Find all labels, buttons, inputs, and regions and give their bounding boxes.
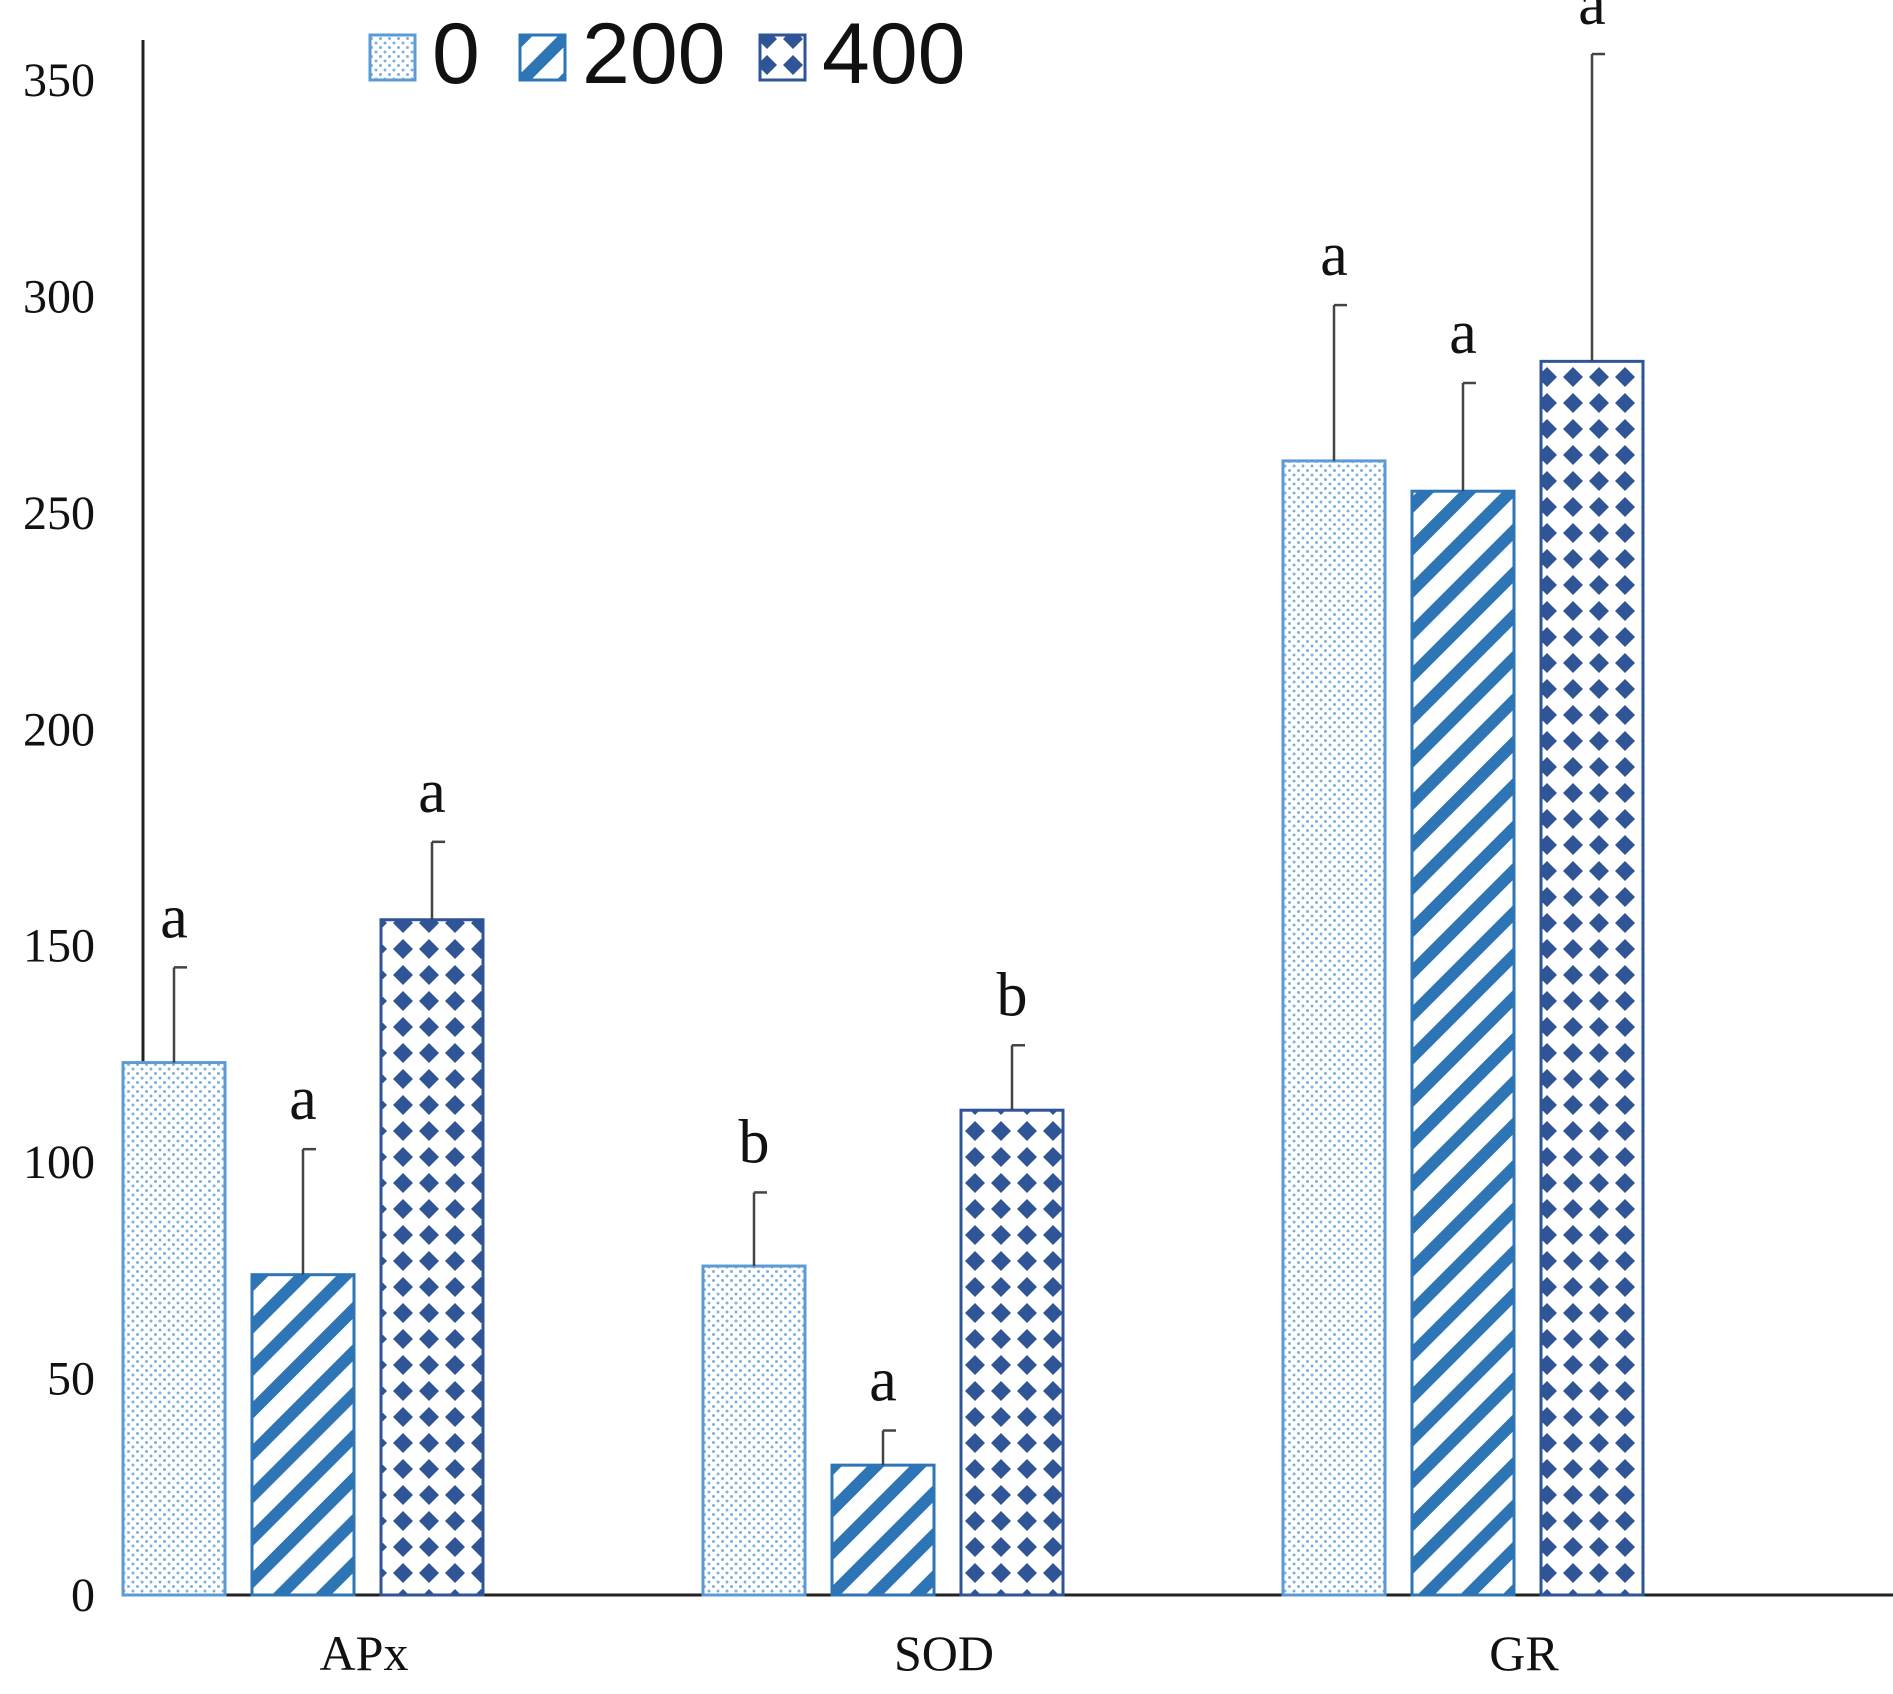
- bar: [379, 918, 485, 1597]
- bar: [121, 1061, 227, 1597]
- legend-swatch: [518, 33, 567, 82]
- significance-letter: a: [1449, 299, 1477, 367]
- bar: [1410, 489, 1516, 1597]
- y-tick-label: 100: [23, 1136, 95, 1189]
- significance-letter: b: [997, 961, 1028, 1029]
- significance-letter: a: [418, 758, 446, 826]
- legend: 0 200 400: [368, 6, 966, 102]
- x-tick-label: APx: [320, 1625, 409, 1681]
- y-tick-label: 350: [23, 54, 95, 107]
- y-tick-label: 0: [71, 1569, 95, 1622]
- significance-letter: a: [289, 1065, 317, 1133]
- y-tick-label: 50: [47, 1353, 95, 1406]
- legend-label: 200: [582, 6, 726, 102]
- bars: a b a a a a a b a: [121, 0, 1645, 1597]
- y-tick-label: 300: [23, 270, 95, 323]
- significance-letter: a: [1320, 221, 1348, 289]
- bar: [959, 1108, 1065, 1597]
- bar: [1539, 359, 1645, 1597]
- significance-letter: a: [1578, 0, 1606, 38]
- legend-label: 400: [822, 6, 966, 102]
- significance-letter: a: [160, 883, 188, 951]
- y-tick-label: 250: [23, 487, 95, 540]
- x-tick-label: SOD: [894, 1625, 994, 1681]
- bar: [1281, 459, 1387, 1597]
- significance-letter: b: [739, 1108, 770, 1176]
- y-tick-label: 150: [23, 920, 95, 973]
- legend-swatch: [368, 33, 417, 82]
- y-tick-label: 200: [23, 703, 95, 756]
- x-tick-label: GR: [1489, 1625, 1559, 1681]
- bar: [250, 1273, 356, 1597]
- legend-label: 0: [432, 6, 480, 102]
- significance-letter: a: [869, 1347, 897, 1415]
- bar: [701, 1264, 807, 1597]
- axes: 0 50 100 150 200 250 300 350 APx SOD GR: [23, 40, 1893, 1681]
- bar: [830, 1463, 936, 1597]
- legend-swatch: [758, 33, 807, 82]
